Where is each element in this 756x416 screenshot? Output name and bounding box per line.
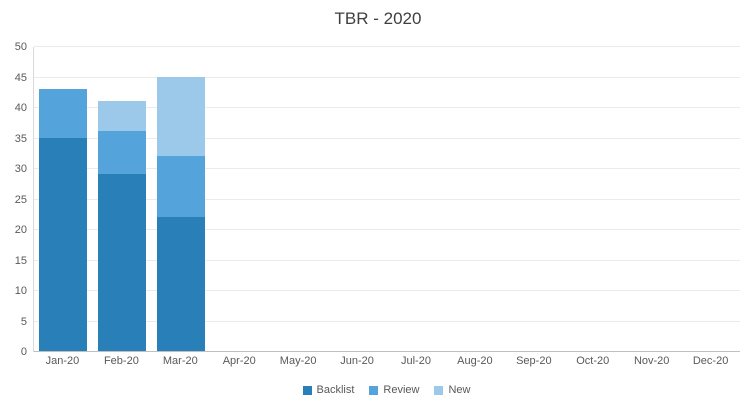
category-slot-Sep-20 <box>505 47 564 352</box>
gridline-50 <box>34 46 740 47</box>
category-slot-Jun-20 <box>328 47 387 352</box>
x-tick-label-Sep-20: Sep-20 <box>516 355 552 367</box>
y-tick-label-5: 5 <box>20 315 27 328</box>
stacked-bar-Apr-20 <box>216 46 264 351</box>
stacked-bar-Mar-20 <box>157 46 206 351</box>
y-tick-label-10: 10 <box>14 285 27 297</box>
bar-segment-backlist-Mar-20 <box>157 216 206 351</box>
legend-item-new: New <box>434 384 471 396</box>
y-axis-labels: 0 5 10 15 20 25 30 35 40 45 50 <box>0 41 27 358</box>
stacked-bar-Jan-20 <box>39 46 88 351</box>
x-tick-label-Jun-20: Jun-20 <box>340 355 374 367</box>
stacked-bar-Dec-20 <box>687 46 735 351</box>
bar-segment-review-Mar-20 <box>157 155 206 217</box>
stacked-bar-Aug-20 <box>451 46 499 351</box>
x-tick-label-Oct-20: Oct-20 <box>576 355 610 367</box>
y-tick-label-25: 25 <box>14 193 27 206</box>
y-tick-label-0: 0 <box>20 346 27 358</box>
y-tick-label-30: 30 <box>14 163 27 175</box>
gridline-15 <box>34 259 740 261</box>
x-tick-label-Apr-20: Apr-20 <box>222 355 256 367</box>
bar-segment-backlist-Feb-20 <box>98 174 147 351</box>
y-tick-label-20: 20 <box>14 224 27 236</box>
x-tick-label-Feb-20: Feb-20 <box>103 355 139 367</box>
gridline-30 <box>34 168 740 169</box>
chart-title: TBR - 2020 <box>334 9 422 28</box>
legend-label: Review <box>383 384 420 396</box>
legend-swatch-icon <box>302 385 312 395</box>
legend-label: New <box>448 384 471 396</box>
legend-swatch-icon <box>369 385 379 395</box>
gridline-40 <box>34 107 740 108</box>
category-slot-May-20 <box>269 47 328 352</box>
bars-row <box>34 47 740 352</box>
x-tick-label-Mar-20: Mar-20 <box>162 355 198 367</box>
x-tick-label-Aug-20: Aug-20 <box>457 355 493 367</box>
gridline-5 <box>34 320 740 322</box>
x-tick-label-Dec-20: Dec-20 <box>692 355 729 367</box>
y-tick-label-45: 45 <box>14 71 27 84</box>
x-tick-label-Jan-20: Jan-20 <box>45 355 80 367</box>
category-slot-Jul-20 <box>387 47 446 352</box>
x-tick-label-May-20: May-20 <box>279 355 317 367</box>
gridline-10 <box>34 290 740 291</box>
bar-segment-review-Feb-20 <box>98 131 147 175</box>
category-slot-Mar-20 <box>152 47 211 352</box>
gridline-35 <box>34 137 740 139</box>
stacked-bar-Nov-20 <box>628 46 676 351</box>
bar-segment-new-Mar-20 <box>157 76 206 156</box>
bar-segment-new-Feb-20 <box>98 100 147 132</box>
y-tick-label-50: 50 <box>14 41 27 53</box>
category-slot-Feb-20 <box>93 47 152 352</box>
stacked-bar-Jun-20 <box>334 46 382 351</box>
stacked-bar-Jul-20 <box>392 46 440 351</box>
category-slot-Aug-20 <box>446 47 505 352</box>
category-slot-Oct-20 <box>563 47 622 352</box>
x-tick-label-Jul-20: Jul-20 <box>401 355 431 367</box>
stacked-bar-Sep-20 <box>510 46 558 351</box>
gridline-20 <box>34 229 740 230</box>
bar-segment-backlist-Jan-20 <box>39 137 88 351</box>
gridline-45 <box>34 76 740 78</box>
stacked-bar-Oct-20 <box>569 46 617 351</box>
plot-area <box>33 46 740 352</box>
category-slot-Jan-20 <box>34 47 93 352</box>
y-tick-label-35: 35 <box>14 132 27 145</box>
legend: Backlist Review New <box>33 384 740 396</box>
y-tick-label-15: 15 <box>14 254 27 267</box>
bar-segment-review-Jan-20 <box>39 88 88 138</box>
x-axis-labels: Jan-20 Feb-20 Mar-20 Apr-20 May-20 Jun-20 Jul-… <box>33 355 740 367</box>
stacked-bar-Feb-20 <box>98 46 147 351</box>
category-slot-Apr-20 <box>210 47 269 352</box>
x-axis-line <box>34 351 740 352</box>
category-slot-Nov-20 <box>622 47 681 352</box>
y-tick-label-40: 40 <box>14 102 27 114</box>
legend-item-backlist: Backlist <box>302 384 355 396</box>
legend-swatch-icon <box>434 385 444 395</box>
legend-item-review: Review <box>369 384 419 396</box>
stacked-bar-May-20 <box>275 46 323 351</box>
legend-label: Backlist <box>316 384 355 396</box>
category-slot-Dec-20 <box>681 47 740 352</box>
gridline-25 <box>34 198 740 200</box>
x-tick-label-Nov-20: Nov-20 <box>633 355 670 367</box>
